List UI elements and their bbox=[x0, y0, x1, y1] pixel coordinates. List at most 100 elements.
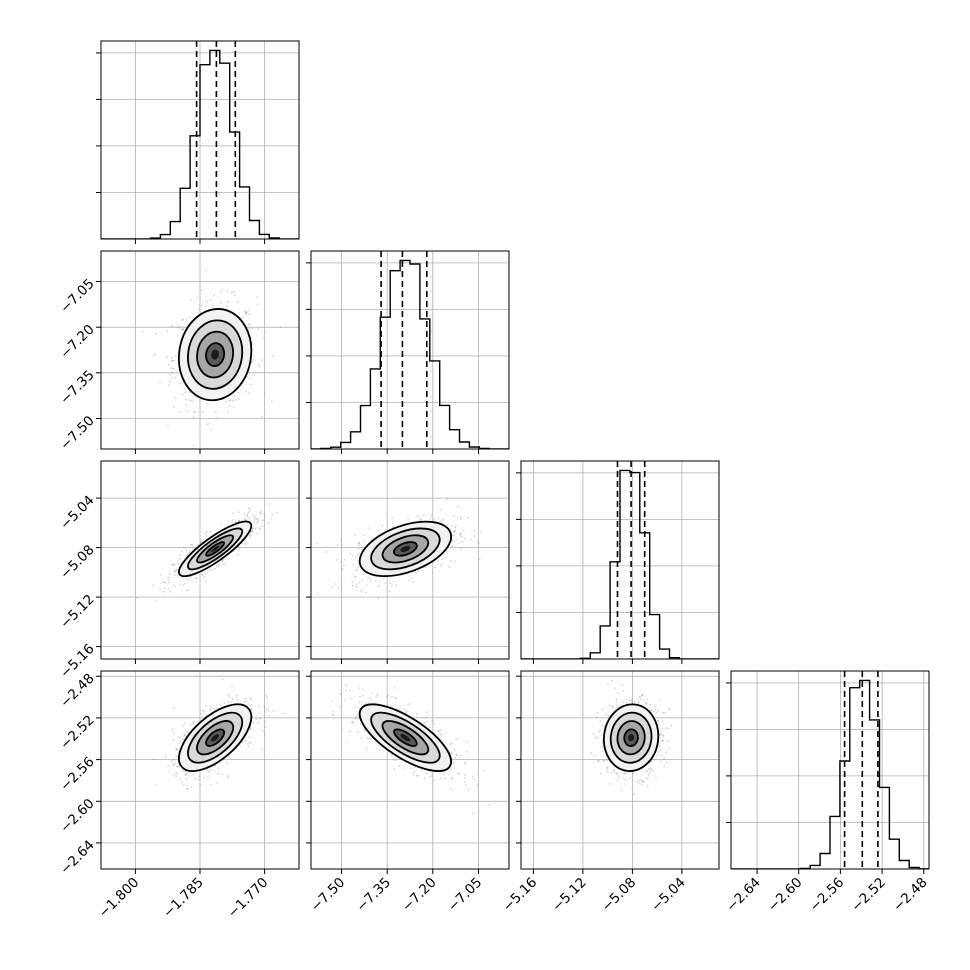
sample-point bbox=[641, 693, 643, 696]
sample-point bbox=[620, 704, 623, 706]
sample-point bbox=[247, 516, 249, 518]
sample-point bbox=[668, 708, 670, 711]
sample-point bbox=[384, 582, 387, 585]
sample-point bbox=[189, 724, 191, 726]
sample-point bbox=[182, 784, 185, 786]
sample-point bbox=[341, 729, 343, 732]
sample-point bbox=[607, 683, 609, 686]
sample-point bbox=[476, 540, 479, 542]
sample-point bbox=[476, 784, 478, 787]
sample-point bbox=[243, 701, 246, 704]
sample-point bbox=[349, 689, 351, 692]
sample-point bbox=[441, 558, 443, 560]
sample-point bbox=[176, 574, 179, 577]
sample-point bbox=[654, 705, 657, 708]
sample-point bbox=[203, 576, 206, 579]
sample-point bbox=[398, 765, 400, 768]
sample-point bbox=[247, 309, 250, 312]
sample-point bbox=[233, 395, 235, 398]
contour-line bbox=[358, 703, 452, 772]
sample-point bbox=[220, 288, 223, 291]
sample-point bbox=[361, 579, 364, 582]
sample-point bbox=[172, 774, 175, 776]
sample-point bbox=[180, 740, 182, 743]
sample-point bbox=[184, 582, 187, 585]
sample-point bbox=[256, 296, 258, 299]
sample-point bbox=[256, 517, 259, 520]
sample-point bbox=[355, 576, 357, 579]
sample-point bbox=[262, 519, 265, 522]
sample-point bbox=[641, 693, 644, 696]
sample-point bbox=[171, 376, 174, 379]
sample-point bbox=[444, 777, 447, 780]
sample-point bbox=[340, 543, 343, 546]
sample-point bbox=[390, 754, 393, 756]
sample-point bbox=[404, 711, 407, 714]
sample-point bbox=[439, 509, 442, 511]
sample-point bbox=[662, 739, 665, 742]
sample-point bbox=[608, 704, 611, 707]
sample-point bbox=[175, 775, 177, 777]
x-tick-label: −5.16 bbox=[500, 875, 541, 916]
sample-point bbox=[450, 559, 452, 562]
sample-point bbox=[198, 775, 201, 778]
sample-point bbox=[354, 706, 356, 708]
sample-point bbox=[478, 558, 481, 560]
sample-point bbox=[171, 371, 174, 374]
sample-point bbox=[431, 571, 434, 574]
sample-point bbox=[236, 694, 239, 697]
sample-point bbox=[174, 762, 177, 765]
sample-point bbox=[599, 728, 602, 731]
sample-point bbox=[451, 545, 454, 547]
sample-point bbox=[649, 703, 651, 706]
sample-point bbox=[219, 703, 222, 706]
sample-point bbox=[172, 563, 175, 566]
sample-point bbox=[391, 695, 393, 698]
density-fill bbox=[211, 349, 220, 360]
sample-point bbox=[650, 709, 652, 712]
sample-point bbox=[633, 701, 636, 703]
sample-point bbox=[181, 550, 183, 553]
sample-point bbox=[605, 713, 608, 716]
sample-point bbox=[386, 696, 388, 699]
sample-point bbox=[212, 304, 215, 307]
sample-point bbox=[244, 311, 247, 314]
sample-point bbox=[649, 772, 651, 774]
sample-point bbox=[238, 511, 240, 514]
sample-point bbox=[210, 706, 213, 708]
sample-point bbox=[332, 714, 335, 716]
sample-point bbox=[237, 301, 240, 303]
sample-point bbox=[453, 767, 456, 769]
sample-point bbox=[171, 359, 174, 362]
y-tick-label: −5.08 bbox=[57, 542, 98, 583]
sample-point bbox=[238, 519, 241, 522]
sample-point bbox=[454, 756, 456, 759]
sample-point bbox=[244, 541, 247, 544]
sample-point bbox=[599, 772, 602, 775]
sample-point bbox=[228, 755, 231, 758]
y-tick-label: −2.60 bbox=[57, 796, 98, 837]
sample-point bbox=[248, 534, 251, 537]
sample-point bbox=[641, 784, 644, 786]
sample-point bbox=[406, 710, 409, 713]
sample-point bbox=[205, 268, 207, 271]
sample-point bbox=[217, 767, 220, 770]
sample-point bbox=[623, 783, 626, 785]
sample-point bbox=[362, 688, 364, 691]
sample-point bbox=[279, 326, 282, 328]
sample-point bbox=[458, 542, 460, 545]
sample-point bbox=[201, 573, 203, 576]
sample-point bbox=[238, 397, 240, 400]
sample-point bbox=[450, 778, 453, 780]
sample-point bbox=[268, 522, 271, 524]
sample-point bbox=[266, 696, 268, 698]
sample-point bbox=[250, 708, 253, 711]
sample-point bbox=[456, 538, 458, 541]
sample-point bbox=[355, 568, 357, 571]
contour-line bbox=[393, 728, 418, 747]
sample-point bbox=[250, 383, 252, 386]
density-contours bbox=[178, 703, 253, 772]
sample-point bbox=[228, 399, 231, 401]
sample-point bbox=[440, 564, 442, 567]
sample-point bbox=[189, 391, 191, 394]
